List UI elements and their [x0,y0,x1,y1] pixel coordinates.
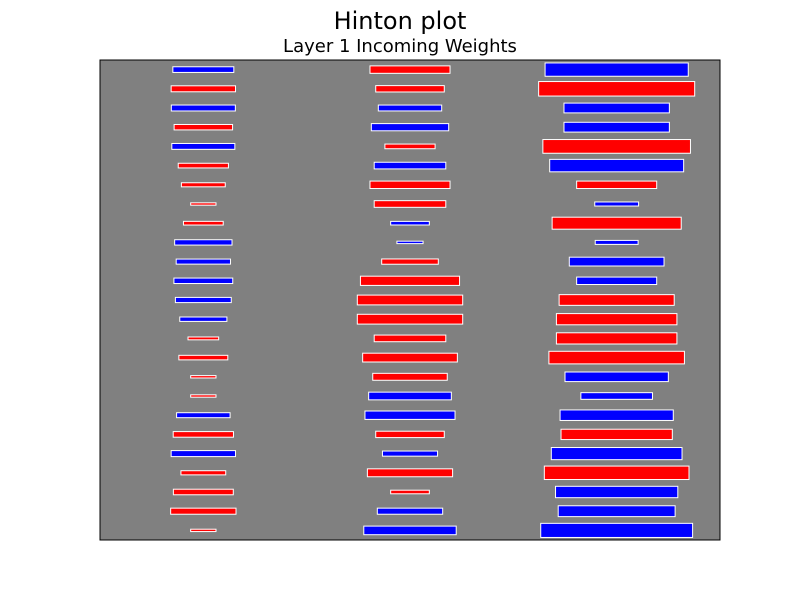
weight-box [362,352,458,363]
weight-box [538,81,696,97]
weight-box [363,525,457,536]
hinton-marks [170,62,696,538]
weight-box [550,447,683,461]
weight-box [170,507,237,515]
weight-box [376,507,444,515]
weight-box [568,256,665,267]
weight-box [190,528,217,533]
weight-box [377,104,443,112]
weight-box [543,465,690,481]
weight-box [396,240,424,245]
weight-box [384,143,436,150]
weight-box [370,123,450,132]
weight-box [381,450,439,457]
weight-box [174,239,233,246]
weight-box [375,85,445,93]
weight-box [187,336,220,341]
weight-box [359,275,461,286]
weight-box [180,470,227,476]
weight-box [555,332,678,345]
weight-box [177,162,229,169]
weight-box [190,202,217,206]
weight-box [373,161,447,170]
weight-box [178,354,229,361]
weight-box [173,123,234,131]
weight-box [576,180,658,190]
weight-box [175,258,231,265]
weight-box [190,394,217,398]
weight-box [580,392,653,400]
weight-box [542,139,691,154]
weight-box [170,85,237,93]
weight-box [372,372,448,381]
weight-box [558,294,675,306]
weight-box [172,66,235,73]
weight-box [390,220,430,226]
weight-box [576,276,658,286]
weight-box [172,431,234,438]
weight-box [369,180,451,190]
weight-box [549,158,685,173]
weight-box [560,428,673,441]
weight-box [540,522,694,538]
chart-subtitle: Layer 1 Incoming Weights [283,36,517,57]
weight-box [174,296,232,304]
weight-box [551,216,682,230]
weight-box [170,450,237,458]
weight-box [190,375,217,379]
weight-box [375,430,445,439]
weight-box [180,182,226,188]
weight-box [172,488,234,496]
weight-box [366,468,454,478]
weight-box [179,316,228,322]
weight-box [563,121,670,133]
weight-box [369,65,451,74]
weight-box [557,505,676,518]
weight-box [373,334,447,343]
weight-box [364,410,456,420]
weight-box [381,258,439,265]
weight-box [564,371,669,383]
weight-box [555,485,679,499]
chart-title: Hinton plot [333,7,467,35]
weight-box [555,313,678,326]
weight-box [356,313,464,325]
weight-box [368,391,452,401]
weight-box [563,102,670,114]
weight-box [176,412,231,419]
weight-box [594,201,640,207]
weight-box [559,409,674,421]
weight-box [390,489,430,495]
weight-box [373,200,447,208]
weight-box [356,294,464,306]
weight-box [170,104,236,112]
weight-box [548,350,685,365]
weight-box [182,220,224,226]
weight-box [171,142,236,150]
weight-box [594,239,639,245]
weight-box [173,277,234,285]
weight-box [544,62,689,77]
